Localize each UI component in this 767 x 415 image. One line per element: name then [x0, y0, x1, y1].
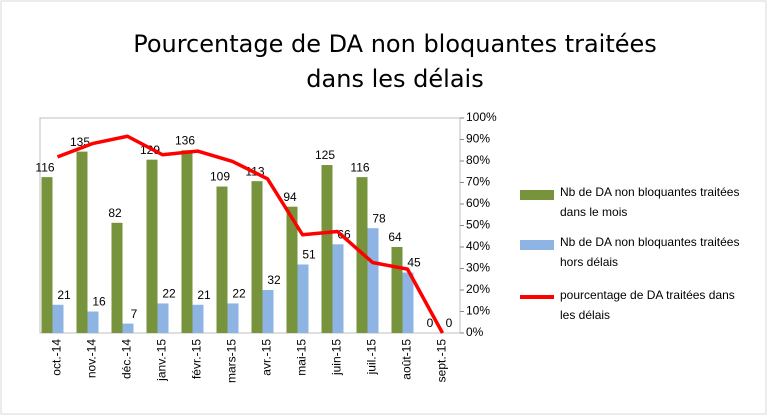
chart-subtitle: dans les délais	[306, 65, 483, 93]
bar	[321, 165, 333, 333]
line	[56, 134, 445, 334]
data-label: 22	[162, 287, 176, 301]
y2-tick-label: 40%	[466, 239, 490, 253]
bar	[251, 181, 263, 333]
bar	[297, 264, 309, 333]
data-label: 94	[283, 190, 297, 204]
y2-tick-label: 10%	[466, 304, 490, 318]
data-label: 7	[131, 307, 138, 321]
bar	[391, 247, 403, 333]
y2-tick-label: 70%	[466, 175, 490, 189]
data-label: 109	[210, 170, 230, 184]
data-label: 116	[35, 160, 54, 174]
x-tick-label: oct.-14	[50, 339, 64, 376]
legend-entry: pourcentage de DA traitées dans les déla…	[560, 288, 735, 322]
chart-title: Pourcentage de DA non bloquantes traitée…	[133, 30, 657, 58]
bar	[146, 159, 158, 333]
bar	[157, 303, 169, 333]
bar	[286, 206, 298, 333]
x-tick-label: nov.-14	[85, 339, 99, 378]
bar	[192, 304, 204, 333]
y2-tick-label: 100%	[466, 110, 497, 124]
bar	[52, 304, 64, 333]
bar	[402, 272, 414, 333]
x-tick-label: janv.-15	[155, 339, 169, 382]
legend-swatch	[520, 240, 554, 250]
data-label: 16	[92, 295, 106, 309]
data-label: 51	[302, 248, 316, 262]
y2-tick-label: 50%	[466, 218, 490, 232]
x-tick-label: avr.-15	[260, 339, 274, 376]
data-label: 136	[175, 133, 195, 147]
bar	[87, 311, 99, 333]
data-label: 64	[388, 230, 402, 244]
bar	[367, 228, 379, 333]
x-tick-label: déc.-14	[120, 339, 134, 379]
bar	[111, 222, 123, 333]
x-tick-label: févr.-15	[190, 339, 204, 379]
y2-tick-label: 90%	[466, 132, 490, 146]
data-label: 82	[108, 206, 122, 220]
bar	[216, 186, 228, 333]
legend-swatch	[520, 295, 554, 299]
x-tick-label: mai-15	[295, 339, 309, 376]
data-label: 21	[197, 288, 211, 302]
bar	[76, 151, 88, 333]
data-label: 21	[57, 288, 71, 302]
legend-entry: Nb de DA non bloquantes traitées dans le…	[560, 185, 740, 219]
data-label: 78	[372, 211, 386, 225]
data-label: 116	[350, 160, 369, 174]
data-label: 45	[407, 256, 421, 270]
x-tick-label: août-15	[400, 339, 414, 380]
bar	[181, 150, 193, 333]
legend-entry: Nb de DA non bloquantes traitées hors dé…	[560, 235, 740, 269]
bar	[262, 290, 274, 333]
bar	[122, 323, 134, 333]
bar	[41, 177, 53, 333]
legend-swatch	[520, 190, 554, 200]
data-label: 32	[267, 273, 281, 287]
y2-tick-label: 20%	[466, 282, 490, 296]
data-label: 66	[337, 227, 351, 241]
y2-tick-label: 0%	[466, 325, 484, 339]
x-tick-label: juil.-15	[365, 339, 379, 376]
y2-tick-label: 30%	[466, 261, 490, 275]
data-label: 125	[315, 148, 335, 162]
bar	[332, 244, 344, 333]
data-label: 0	[427, 316, 434, 330]
bar	[227, 303, 239, 333]
y2-tick-label: 60%	[466, 196, 490, 210]
y2-tick-label: 80%	[466, 153, 490, 167]
data-label: 22	[232, 287, 246, 301]
data-label: 0	[446, 316, 453, 330]
x-tick-label: juin-15	[330, 339, 344, 376]
x-tick-label: mars-15	[225, 339, 239, 383]
x-tick-label: sept.-15	[435, 339, 449, 383]
